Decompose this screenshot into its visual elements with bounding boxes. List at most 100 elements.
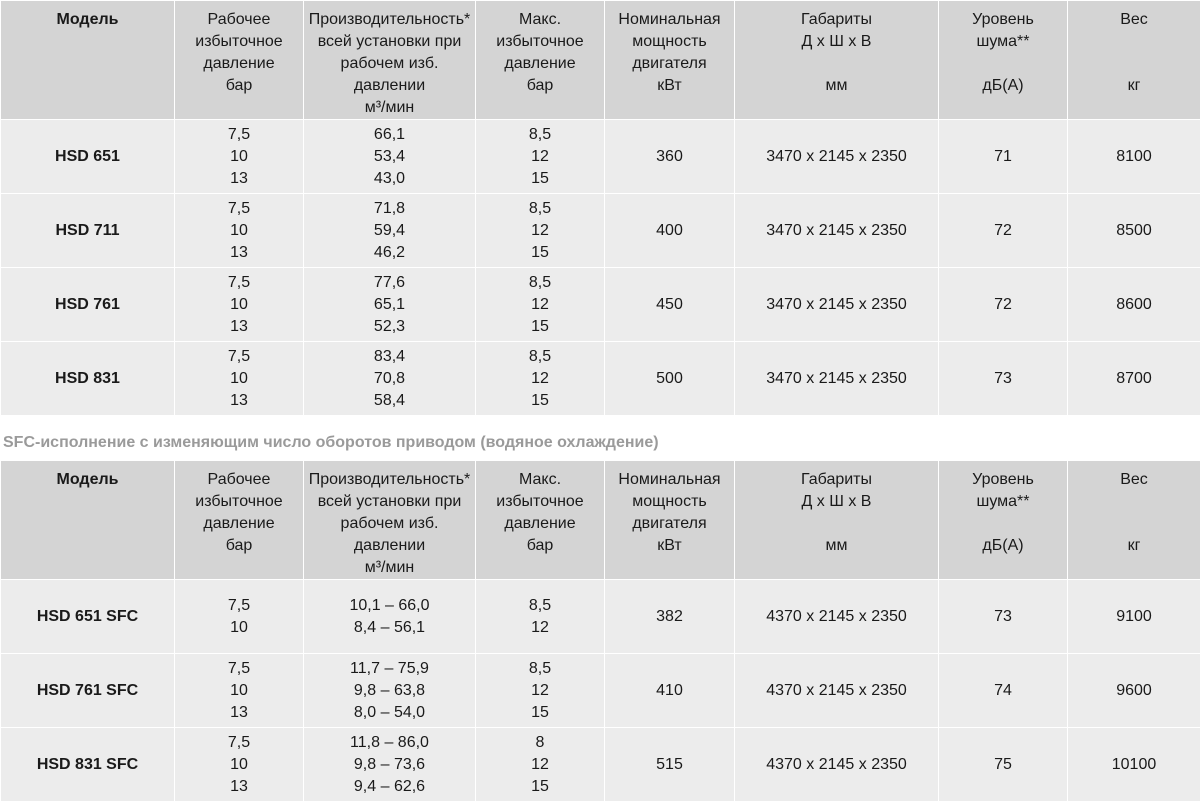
header-capacity-unit: м³/мин [304,557,475,579]
header-pressure-line: давление [175,513,303,535]
header-noise-line: шума** [939,31,1067,53]
cell-weight: 10100 [1068,728,1200,802]
header-capacity-line: всей установки при [304,491,475,513]
cell-capacity-value: 9,8 – 73,6 [304,754,475,776]
cell-max-pressure-value: 8,5 [476,272,604,294]
cell-max-pressure-value: 8,5 [476,198,604,220]
header-model: Модель [1,461,175,580]
cell-max-pressure-value: 12 [476,220,604,242]
header-power-unit: кВт [605,75,734,97]
cell-dimensions: 4370 x 2145 x 2350 [735,654,939,728]
cell-pressure-value: 10 [175,368,303,390]
cell-model: HSD 651 [1,120,175,194]
cell-max-pressure-value: 15 [476,776,604,798]
header-max-pressure-line: избыточное [476,31,604,53]
cell-model: HSD 831 [1,342,175,416]
cell-max-pressure-value: 15 [476,316,604,338]
cell-power: 382 [605,580,735,654]
header-weight-unit: кг [1068,535,1200,557]
cell-capacity-value: 11,8 – 86,0 [304,732,475,754]
header-dimensions-line: Габариты [735,469,938,491]
cell-pressure-value: 13 [175,316,303,338]
cell-pressure-value: 13 [175,702,303,724]
cell-weight: 9100 [1068,580,1200,654]
cell-power: 450 [605,268,735,342]
cell-noise: 73 [939,580,1068,654]
cell-capacity-value: 43,0 [304,168,475,190]
header-noise-line: Уровень [939,9,1067,31]
cell-capacity-value: 71,8 [304,198,475,220]
header-power-line: двигателя [605,53,734,75]
cell-model: HSD 651 SFC [1,580,175,654]
cell-capacity-value: 8,0 – 54,0 [304,702,475,724]
cell-max-pressure-value: 12 [476,680,604,702]
header-max-pressure-line: избыточное [476,491,604,513]
header-weight-line: Вес [1068,469,1200,491]
cell-pressure-value: 13 [175,168,303,190]
header-max-pressure-unit: бар [476,535,604,557]
cell-max-pressure-value: 12 [476,146,604,168]
header-pressure-line: избыточное [175,31,303,53]
cell-pressure-value: 7,5 [175,272,303,294]
cell-pressure-value: 13 [175,390,303,412]
header-dimensions-line: Д х Ш х В [735,31,938,53]
cell-capacity-value: 8,4 – 56,1 [304,617,475,639]
header-noise-unit: дБ(А) [939,75,1067,97]
header-noise-line: шума** [939,491,1067,513]
cell-noise: 72 [939,194,1068,268]
cell-pressure-value: 13 [175,242,303,264]
header-power-line: Номинальная [605,9,734,31]
cell-max-pressure-value: 8,5 [476,658,604,680]
cell-model: HSD 831 SFC [1,728,175,802]
cell-pressure-value: 13 [175,776,303,798]
header-pressure-unit: бар [175,535,303,557]
cell-max-pressure-value: 8,5 [476,595,604,617]
cell-max-pressure-value: 12 [476,754,604,776]
cell-weight: 8100 [1068,120,1200,194]
header-power-line: мощность [605,491,734,513]
header-power-line: Номинальная [605,469,734,491]
header-model-label: Модель [1,469,174,491]
cell-capacity-value: 52,3 [304,316,475,338]
cell-dimensions: 3470 x 2145 x 2350 [735,268,939,342]
cell-dimensions: 3470 x 2145 x 2350 [735,194,939,268]
header-capacity-line: всей установки при [304,31,475,53]
header-weight-line: Вес [1068,9,1200,31]
cell-dimensions: 4370 x 2145 x 2350 [735,580,939,654]
header-capacity-line: рабочем изб. давлении [304,513,475,557]
cell-power: 410 [605,654,735,728]
cell-noise: 71 [939,120,1068,194]
cell-pressure-value: 10 [175,146,303,168]
cell-model: HSD 711 [1,194,175,268]
header-power-line: мощность [605,31,734,53]
cell-dimensions: 3470 x 2145 x 2350 [735,120,939,194]
cell-capacity-value: 77,6 [304,272,475,294]
cell-model: HSD 761 [1,268,175,342]
cell-capacity-value: 58,4 [304,390,475,412]
cell-max-pressure-value: 12 [476,617,604,639]
